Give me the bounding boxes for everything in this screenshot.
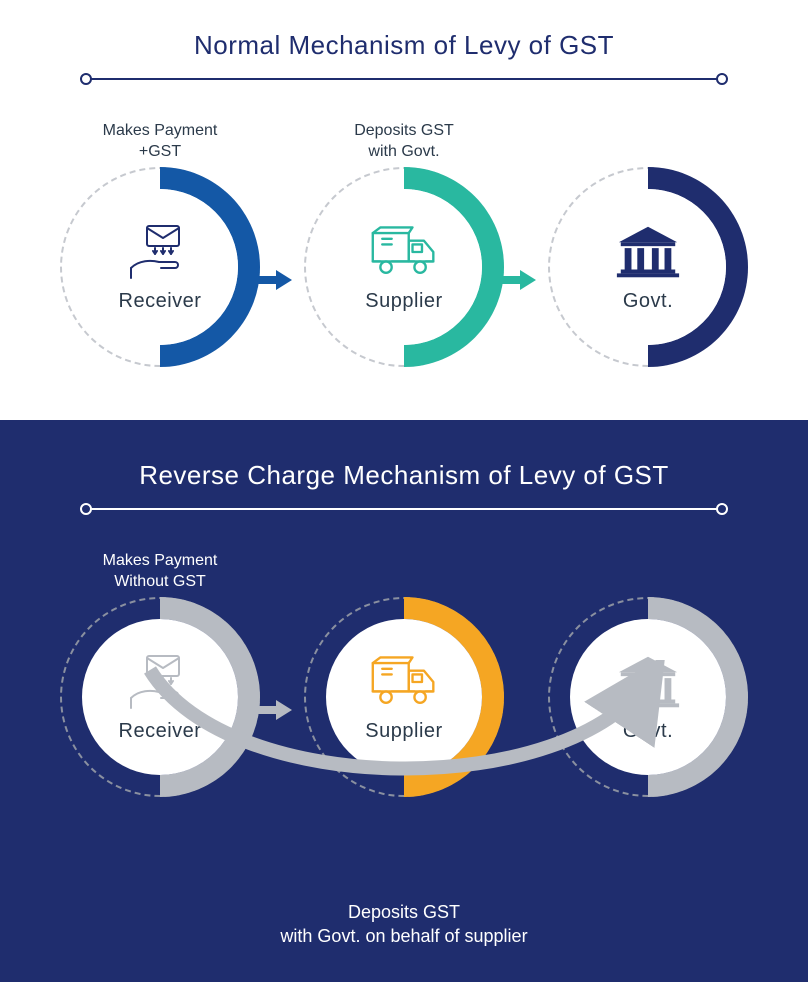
title-divider xyxy=(80,503,728,515)
govt-node: Govt. xyxy=(538,115,758,367)
flow-arrow xyxy=(248,700,292,720)
node-label: Receiver xyxy=(119,720,202,743)
flow-arrow xyxy=(492,270,536,290)
curved-arrow-caption: Deposits GST with Govt. on behalf of sup… xyxy=(0,900,808,949)
edge-label: Makes Payment+GST xyxy=(103,115,218,163)
truck-icon xyxy=(369,222,439,282)
envelope-hand-icon xyxy=(125,652,195,712)
truck-icon xyxy=(369,652,439,712)
supplier-node: Supplier xyxy=(294,545,514,797)
node-label: Supplier xyxy=(365,290,442,313)
supplier-node: Deposits GSTwith Govt. Supplier xyxy=(294,115,514,367)
panel-title: Normal Mechanism of Levy of GST xyxy=(0,30,808,61)
govt-node: Govt. xyxy=(538,545,758,797)
node-label: Supplier xyxy=(365,720,442,743)
node-label: Govt. xyxy=(623,720,673,743)
normal-mechanism-panel: Normal Mechanism of Levy of GST Makes Pa… xyxy=(0,0,808,420)
title-divider xyxy=(80,73,728,85)
receiver-node: Makes PaymentWithout GST Receiver xyxy=(50,545,270,797)
reverse-mechanism-panel: Reverse Charge Mechanism of Levy of GST … xyxy=(0,420,808,982)
circle-node: Receiver xyxy=(60,167,260,367)
envelope-hand-icon xyxy=(125,222,195,282)
flow-row: Makes PaymentWithout GST Receiver Supp xyxy=(0,545,808,797)
flow-row: Makes Payment+GST ReceiverDeposits GSTwi… xyxy=(0,115,808,367)
govt-icon xyxy=(613,652,683,712)
circle-node: Supplier xyxy=(304,167,504,367)
receiver-node: Makes Payment+GST Receiver xyxy=(50,115,270,367)
govt-icon xyxy=(613,222,683,282)
node-label: Receiver xyxy=(119,290,202,313)
flow-arrow xyxy=(248,270,292,290)
circle-node: Supplier xyxy=(304,597,504,797)
panel-title: Reverse Charge Mechanism of Levy of GST xyxy=(0,460,808,491)
edge-label: Deposits GSTwith Govt. xyxy=(354,115,454,163)
edge-label: Makes PaymentWithout GST xyxy=(103,545,218,593)
circle-node: Receiver xyxy=(60,597,260,797)
circle-node: Govt. xyxy=(548,597,748,797)
circle-node: Govt. xyxy=(548,167,748,367)
node-label: Govt. xyxy=(623,290,673,313)
